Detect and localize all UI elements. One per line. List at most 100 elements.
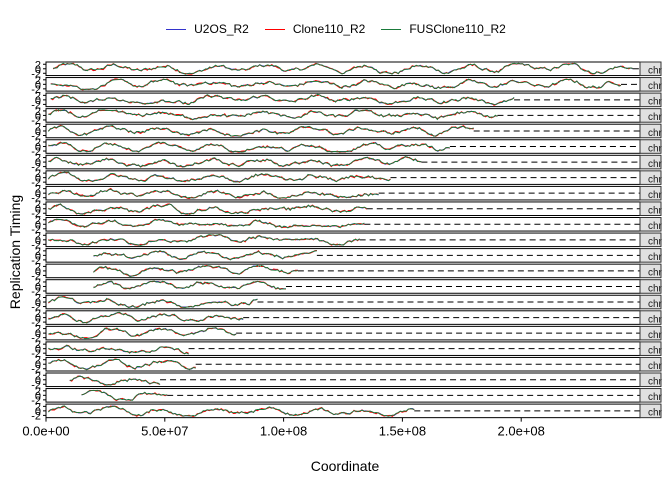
y-tick-label: 2 [35,355,41,367]
series-line-clone110-r2 [48,141,450,153]
series-line-fusclone110-r2 [50,78,622,91]
facet-strip-label: chr [648,112,663,123]
facet-strip [639,372,662,388]
y-tick-label: -2 [31,146,41,158]
y-tick-label: -2 [31,115,41,127]
y-tick-label: 2 [35,308,41,320]
y-tick-label: 0 [35,297,41,309]
y-tick-label: -2 [31,224,41,236]
panel-2: -202 chr [31,75,662,96]
facet-strip [639,294,662,310]
facet-strip [639,123,662,139]
facet-strip-label: chr [648,128,663,139]
series-line-fusclone110-r2 [50,93,515,106]
panel-23: -202 chr [31,401,662,422]
facet-strip-label: chr [648,143,663,154]
y-tick-label: 0 [35,390,41,402]
panel-14: -202 chr [31,261,662,282]
legend-label-u2os: U2OS_R2 [194,22,249,36]
facet-strip-label: chr [648,81,663,92]
y-tick-label: -2 [31,395,41,407]
facet-strip [639,77,662,92]
facet-strip [639,139,662,154]
series-line-fusclone110-r2 [81,389,168,401]
series-line-fusclone110-r2 [48,125,474,137]
panel-11: -202 chr [31,215,662,236]
legend-swatch-fusclone110 [381,28,402,30]
y-tick-label: 0 [35,328,41,340]
y-tick-label: -2 [31,364,41,376]
series-line-fusclone110-r2 [48,218,365,229]
y-axis-title: Replication Timing [7,195,23,309]
panel-13: -202 chr [31,246,662,267]
y-tick-label: -2 [31,333,41,345]
facet-strip-label: chr [648,268,663,279]
y-tick-label: 2 [35,153,41,165]
series-line-fusclone110-r2 [48,171,391,183]
facet-strip-label: chr [648,408,663,419]
y-tick-label: 2 [35,215,41,227]
series-line-clone110-r2 [48,109,498,120]
facet-strip-label: chr [648,97,663,108]
facet-strip-label: chr [648,361,663,372]
y-tick-label: -2 [31,410,41,422]
panel-6: -202 chr [31,137,662,158]
y-tick-label: 2 [35,184,41,196]
panel-17: -202 chr [31,308,662,329]
x-tick-label: 1.5e+08 [379,424,426,439]
y-tick-label: 0 [35,79,41,91]
facet-strip [639,341,662,356]
facet-strip-label: chr [648,252,663,263]
facet-strip [639,279,662,294]
facet-strip [639,185,662,201]
y-tick-label: 0 [35,375,41,387]
series-line-fusclone110-r2 [48,203,368,215]
y-tick-label: -2 [31,317,41,329]
facet-strip [639,263,662,279]
x-tick-label: 1.0e+08 [260,424,307,439]
y-tick-label: 2 [35,401,41,413]
panel-frame [45,123,641,139]
facet-strip-label: chr [648,221,663,232]
series-line-fusclone110-r2 [48,311,244,324]
y-tick-label: 2 [35,199,41,211]
y-tick-label: 0 [35,219,41,231]
series-line-fusclone110-r2 [48,358,196,371]
facet-strip [639,325,662,341]
panel-3: -202 chr [31,90,662,111]
panel-5: -202 chr [31,121,662,142]
y-tick-label: -2 [31,68,41,80]
panel-frame [45,217,641,232]
series-line-fusclone110-r2 [93,280,287,290]
y-tick-label: 0 [35,406,41,418]
y-tick-label: 0 [35,95,41,107]
facet-strip [639,154,662,170]
panel-frame [45,310,641,325]
panel-7: -202 chr [31,153,662,174]
series-line-fusclone110-r2 [48,155,422,168]
y-tick-label: 0 [35,173,41,185]
y-tick-label: 0 [35,281,41,293]
y-tick-label: 2 [35,121,41,133]
y-tick-label: -2 [31,286,41,298]
y-tick-label: 0 [35,313,41,325]
y-tick-label: 0 [35,142,41,154]
panel-21: -202 chr [31,370,662,391]
y-tick-label: -2 [31,379,41,391]
series-line-fusclone110-r2 [69,375,161,386]
y-tick-label: 0 [35,188,41,200]
y-tick-label: 2 [35,386,41,398]
panel-4: -202 chr [31,106,662,127]
legend-item-u2os: U2OS_R2 [166,22,249,36]
legend-swatch-clone110 [264,28,285,30]
facet-strip-label: chr [648,159,663,170]
y-tick-label: 2 [35,370,41,382]
panel-1: -202 chr [31,59,662,80]
series-line-clone110-r2 [48,327,237,339]
facet-strip-label: chr [648,237,663,248]
y-tick-label: 2 [35,137,41,149]
facet-strip [639,248,662,263]
y-tick-label: -2 [31,99,41,111]
panel-20: -202 chr [31,355,662,376]
